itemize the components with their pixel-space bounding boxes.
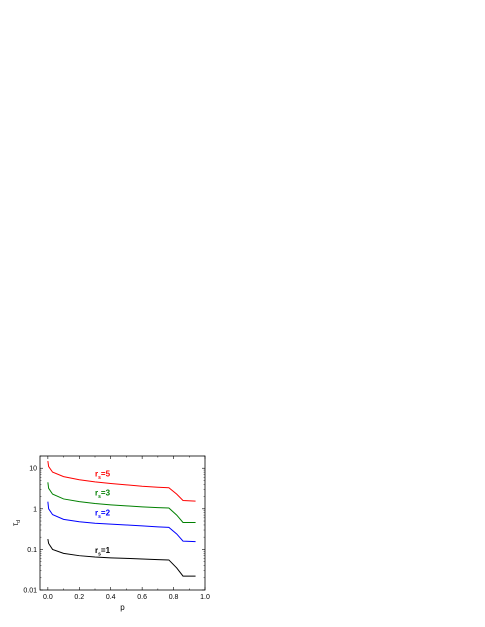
series-line-3 (47, 482, 196, 523)
annotation-subscript: s (98, 551, 101, 557)
x-axis: 0.0 0.2 0.4 0.6 0.8 1.0 (43, 456, 210, 601)
x-tick-label: 0.6 (137, 594, 147, 601)
series-annotation: rs=2 (95, 509, 111, 521)
annotation-main: r (95, 509, 98, 518)
annotation-value: =3 (101, 489, 111, 498)
y-tick-label: 0.1 (27, 547, 37, 554)
annotation-value: =1 (101, 546, 111, 555)
x-tick-label: 0.8 (169, 594, 179, 601)
plot-border (39, 455, 206, 591)
y-tick-label: 1 (33, 506, 37, 513)
series-annotation: rs=5 (95, 469, 111, 481)
annotation-subscript: s (98, 494, 101, 500)
annotation-main: r (95, 489, 98, 498)
x-tick-label: 0.2 (74, 594, 84, 601)
series-layer (47, 460, 196, 577)
series-line-4 (47, 460, 196, 502)
annotation-subscript: s (98, 514, 101, 520)
annotation-layer: rs=5rs=3rs=2rs=1 (95, 469, 111, 557)
y-tick-label: 10 (29, 466, 37, 473)
x-tick-label: 0.4 (106, 594, 116, 601)
y-axis: 0.01 0.1 1 10 (23, 455, 205, 595)
series-line-1 (47, 538, 196, 577)
y-axis-label-sub: d (16, 520, 22, 523)
annotation-main: r (95, 469, 98, 478)
plot-frame (39, 455, 206, 591)
annotation-subscript: s (98, 475, 101, 481)
y-axis-label: τd (11, 520, 22, 526)
series-line-2 (47, 501, 196, 543)
x-tick-label: 0.0 (43, 594, 53, 601)
series-annotation: rs=1 (95, 546, 111, 558)
y-tick-label: 0.01 (23, 588, 37, 595)
x-tick-label: 1.0 (200, 594, 210, 601)
y-axis-label-main: τ (11, 522, 20, 526)
x-axis-label: p (120, 603, 125, 612)
annotation-value: =5 (101, 469, 111, 478)
annotation-main: r (95, 546, 98, 555)
annotation-value: =2 (101, 509, 111, 518)
series-annotation: rs=3 (95, 489, 111, 501)
